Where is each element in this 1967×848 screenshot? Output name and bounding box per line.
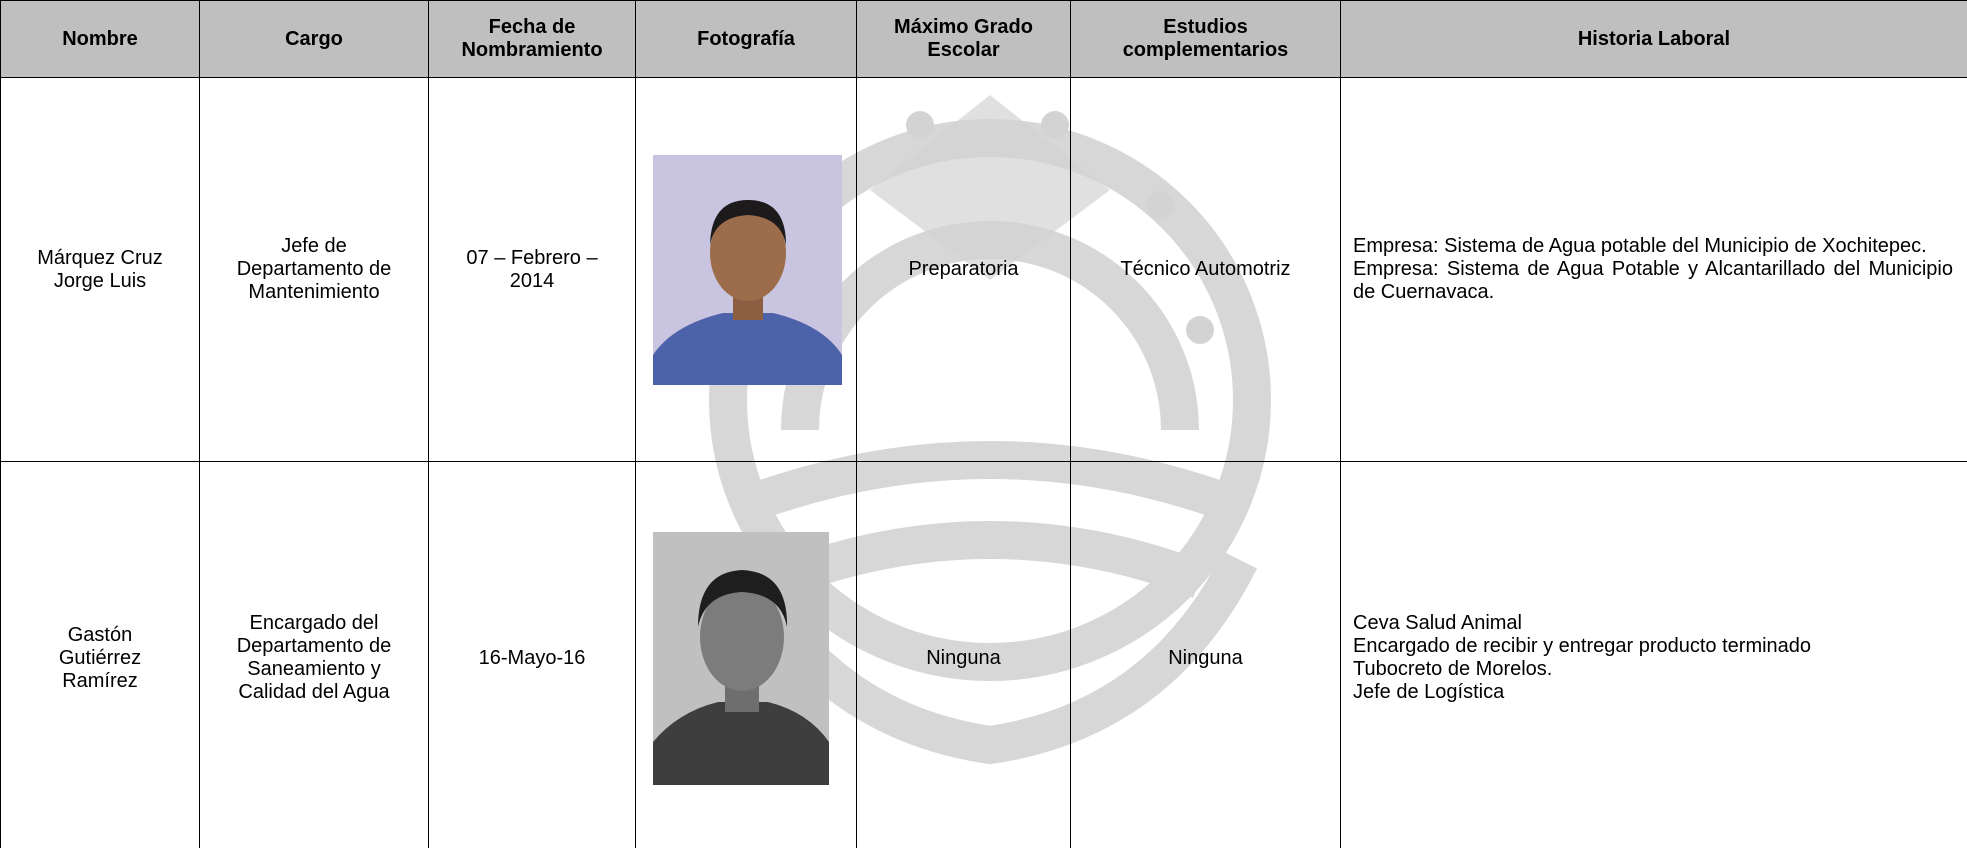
studies-cell: Técnico Automotriz xyxy=(1070,77,1341,462)
name: Márquez Cruz xyxy=(37,246,163,269)
name: Gutiérrez xyxy=(58,646,142,669)
name: Ramírez xyxy=(62,669,138,692)
history-entry: Ceva Salud Animal xyxy=(1353,612,1522,634)
name: Jorge Luis xyxy=(53,269,147,292)
history-entry: Encargado de recibir y entregar producto… xyxy=(1353,635,1812,657)
date: 07 – Febrero – xyxy=(466,246,598,269)
position: Saneamiento y xyxy=(247,658,381,680)
education: Ninguna xyxy=(926,646,1001,669)
header-text: Escolar xyxy=(927,39,1000,61)
studies: Ninguna xyxy=(1168,646,1243,669)
header-text: Fecha de xyxy=(488,16,576,38)
name-cell: Gastón Gutiérrez Ramírez xyxy=(0,461,200,848)
header-text: Nombramiento xyxy=(461,39,603,61)
studies-cell: Ninguna xyxy=(1070,461,1341,848)
position: Calidad del Agua xyxy=(238,681,390,703)
position: Jefe de xyxy=(281,235,347,257)
date-cell: 07 – Febrero –2014 xyxy=(428,77,636,462)
photo xyxy=(653,154,842,385)
header-cell: Nombre xyxy=(0,0,200,78)
photo-cell xyxy=(635,77,857,462)
header-cell: Cargo xyxy=(199,0,429,78)
name: Gastón xyxy=(67,623,133,646)
name-cell: Márquez Cruz Jorge Luis xyxy=(0,77,200,462)
date: 2014 xyxy=(509,269,555,292)
header-text: Historia Laboral xyxy=(1577,27,1731,50)
education: Preparatoria xyxy=(908,258,1019,280)
position: Encargado del xyxy=(249,612,379,634)
position: Departamento de xyxy=(236,635,392,657)
history-entry: Empresa: Sistema de Agua potable del Mun… xyxy=(1353,235,1927,257)
header-cell: Fotografía xyxy=(635,0,857,78)
header-cell: Historia Laboral xyxy=(1340,0,1967,78)
header-text: complementarios xyxy=(1122,39,1289,61)
position: Mantenimiento xyxy=(248,281,380,303)
header-cell: Máximo Grado Escolar xyxy=(856,0,1071,78)
header-cell: Fecha de Nombramiento xyxy=(428,0,636,78)
photo-cell xyxy=(635,461,857,848)
row: Márquez Cruz Jorge Luis Jefe de Departament… xyxy=(0,77,1967,462)
header-text: Nombre xyxy=(62,27,138,50)
education-cell: Ninguna xyxy=(856,461,1071,848)
photo xyxy=(653,531,829,785)
position-cell: Encargado del Departamento de Saneamiento … xyxy=(199,461,429,848)
header-text: Fotografía xyxy=(697,27,795,50)
header-text: Máximo Grado xyxy=(894,16,1033,38)
date-cell: 16-Mayo-16 xyxy=(428,461,636,848)
history-cell: Ceva Salud Animal Encargado de recibir y … xyxy=(1340,461,1967,848)
header-text: Cargo xyxy=(285,27,343,50)
history-entry: Empresa: Sistema de Agua Potable y Alcan… xyxy=(1353,258,1953,303)
position: Departamento de xyxy=(236,258,392,280)
header-row: Nombre Cargo Fecha de Nombramiento Fotografí… xyxy=(0,0,1967,78)
date: 16-Mayo-16 xyxy=(478,646,586,669)
header-cell: Estudios complementarios xyxy=(1070,0,1341,78)
row: Gastón Gutiérrez Ramírez Encargado del Depar… xyxy=(0,461,1967,848)
history-cell: Empresa: Sistema de Agua potable del Mun… xyxy=(1340,77,1967,462)
history-entry: Jefe de Logística xyxy=(1353,681,1505,703)
position-cell: Jefe de Departamento de Mantenimiento xyxy=(199,77,429,462)
history-entry: Tubocreto de Morelos. xyxy=(1353,658,1553,680)
header-text: Estudios xyxy=(1163,16,1248,38)
studies: Técnico Automotriz xyxy=(1120,258,1291,280)
education-cell: Preparatoria xyxy=(856,77,1071,462)
